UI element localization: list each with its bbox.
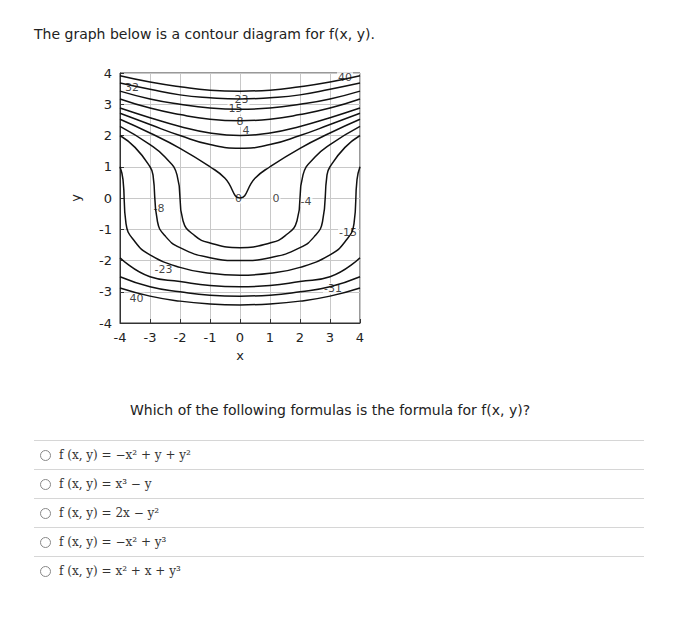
svg-text:-4: -4 [114, 330, 127, 345]
html-text:The graph below is a contour d: The graph below is a contour diagram for… [34, 26, 375, 42]
svg-text:1: 1 [104, 159, 112, 174]
svg-text:y: y [68, 194, 83, 202]
svg-text:1: 1 [266, 330, 274, 345]
svg-text:0: 0 [273, 192, 280, 205]
svg-text:2: 2 [104, 128, 112, 143]
svg-text:-23: -23 [155, 263, 173, 276]
svg-text:0: 0 [236, 330, 244, 345]
svg-text:-1: -1 [99, 222, 112, 237]
svg-text:-15: -15 [339, 225, 357, 239]
html-text:f (x, y) = 2x − y²: f (x, y) = 2x − y² [59, 506, 160, 520]
svg-text:32: 32 [125, 80, 139, 94]
svg-text:40: 40 [129, 291, 144, 305]
svg-text:-8: -8 [153, 202, 165, 216]
svg-text:x: x [236, 348, 244, 363]
svg-text:-2: -2 [99, 253, 112, 268]
html-text:Which of the following formula: Which of the following formulas is the f… [130, 402, 531, 418]
svg-text:15: 15 [228, 102, 243, 116]
svg-text:0: 0 [235, 191, 242, 205]
svg-text:3: 3 [326, 330, 334, 345]
svg-text:4: 4 [356, 330, 364, 345]
svg-text:-4: -4 [99, 316, 112, 331]
svg-text:40: 40 [338, 71, 352, 85]
svg-text:-3: -3 [144, 330, 157, 345]
svg-text:-4: -4 [301, 195, 312, 208]
svg-text:-3: -3 [99, 284, 112, 299]
html-text:f (x, y) = x² + x + y³: f (x, y) = x² + x + y³ [59, 564, 181, 578]
svg-text:-1: -1 [204, 330, 217, 345]
svg-text:-31: -31 [324, 282, 342, 296]
html-text:f (x, y) = x³ − y: f (x, y) = x³ − y [59, 477, 152, 491]
svg-text:4: 4 [104, 66, 112, 81]
svg-text:4: 4 [242, 124, 250, 138]
svg-text:2: 2 [296, 330, 304, 345]
svg-text:-2: -2 [174, 330, 187, 345]
svg-text:0: 0 [104, 191, 112, 206]
html-text:f (x, y) = −x² + y + y²: f (x, y) = −x² + y + y² [59, 448, 191, 462]
svg-text:3: 3 [104, 97, 112, 112]
html-text:f (x, y) = −x² + y³: f (x, y) = −x² + y³ [59, 535, 167, 549]
